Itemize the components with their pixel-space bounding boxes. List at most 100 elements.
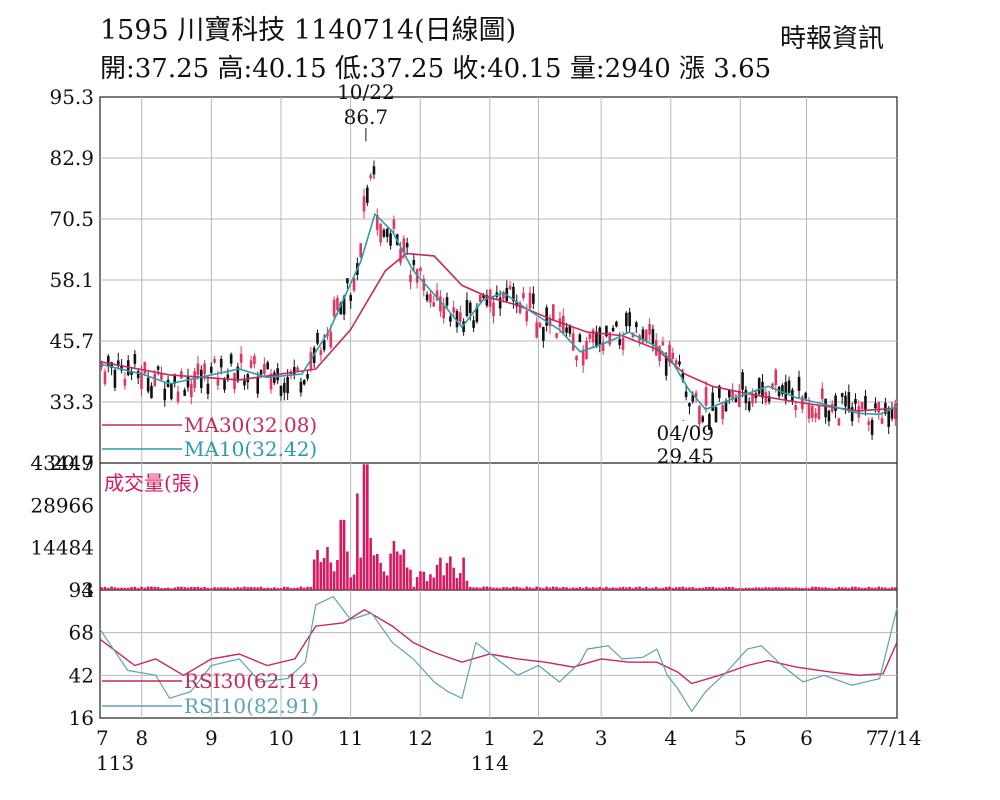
candle-body (874, 403, 877, 409)
volume-bar (375, 553, 379, 590)
volume-bar (176, 586, 180, 590)
volume-bar (761, 587, 764, 590)
volume-bar (774, 587, 778, 590)
volume-bar (203, 586, 206, 590)
candle-body (199, 369, 203, 388)
candle-body (581, 349, 585, 366)
candle-body (107, 356, 110, 367)
candle-body (701, 416, 705, 422)
candle-body (229, 354, 233, 364)
candle-body (482, 294, 485, 299)
volume-bar (146, 586, 150, 590)
candle-body (664, 357, 668, 376)
candle-body (133, 353, 137, 364)
volume-bar (844, 587, 847, 590)
volume-bar (239, 587, 243, 590)
volume-bar (445, 562, 449, 590)
candle-body (359, 243, 362, 258)
volume-bar (498, 588, 502, 590)
candle-body (180, 371, 183, 379)
volume-bar (694, 588, 698, 590)
candle-body (130, 371, 133, 375)
volume-bar (399, 554, 402, 590)
candle-body (475, 306, 479, 322)
candle-body (565, 327, 568, 333)
candle-body (678, 361, 681, 365)
volume-bar (508, 587, 512, 590)
candle-body (651, 329, 655, 345)
volume-bar (874, 587, 877, 590)
rsi10-legend-label: RSI10(82.91) (184, 694, 319, 718)
volume-bar (535, 586, 538, 590)
volume-bar (618, 587, 622, 590)
volume-bar (538, 587, 542, 590)
volume-bar (150, 586, 153, 590)
volume-bar (415, 576, 419, 590)
candle-body (751, 394, 754, 404)
candle-body (598, 327, 602, 345)
candle-body (847, 392, 851, 410)
candle-body (402, 238, 406, 253)
candle-body (894, 403, 897, 419)
volume-bar (555, 586, 558, 590)
volume-bar (698, 587, 701, 590)
candle-body (269, 373, 273, 390)
volume-bar (289, 588, 293, 590)
candle-body (708, 413, 711, 430)
volume-bar (714, 587, 718, 590)
volume-bar (170, 588, 173, 590)
candle-body (468, 302, 472, 314)
peak-date-label: 10/22 (337, 80, 395, 104)
candle-body (797, 376, 801, 391)
candle-body (110, 362, 113, 368)
x-tick-label: 4 (664, 726, 677, 750)
volume-bar (459, 573, 462, 590)
volume-bar (113, 587, 117, 590)
volume-bar (475, 587, 479, 590)
candle-body (757, 378, 761, 394)
candle-body (399, 248, 402, 263)
volume-bar (492, 587, 495, 590)
candle-body (332, 299, 336, 317)
candle-body (449, 316, 452, 322)
volume-bar (229, 588, 233, 590)
volume-bar (319, 562, 323, 590)
volume-bar (884, 587, 887, 590)
candle-body (375, 215, 379, 230)
candle-body (279, 385, 283, 396)
volume-bar (654, 586, 658, 590)
price-tick-label: 33.3 (49, 390, 94, 414)
volume-bar (621, 586, 625, 590)
volume-bar (100, 587, 103, 590)
candle-body (452, 307, 455, 313)
candle-body (163, 388, 167, 401)
volume-bar (820, 587, 824, 590)
volume-bar (196, 586, 200, 590)
volume-bar (339, 519, 343, 590)
candle-body (811, 405, 814, 418)
volume-bar (136, 588, 140, 590)
candle-body (369, 175, 372, 179)
volume-bar (887, 588, 890, 590)
candle-body (253, 355, 256, 365)
volume-bar (478, 587, 482, 590)
candle-body (684, 391, 688, 397)
volume-bar (551, 586, 555, 590)
volume-bar (542, 588, 545, 590)
candle-body (698, 405, 701, 425)
candle-body (150, 385, 153, 399)
candle-body (561, 315, 565, 334)
candle-body (724, 400, 728, 412)
x-tick-label: 5 (734, 726, 747, 750)
volume-bar (522, 588, 525, 590)
candle-body (528, 292, 532, 309)
candle-body (263, 364, 266, 375)
candle-body (548, 319, 552, 327)
volume-bar (757, 587, 761, 590)
volume-bar (123, 587, 127, 590)
candle-body (691, 394, 695, 402)
volume-bar (449, 556, 452, 590)
candle-body (472, 320, 475, 328)
volume-bar (867, 586, 871, 590)
candle-body (877, 402, 881, 413)
